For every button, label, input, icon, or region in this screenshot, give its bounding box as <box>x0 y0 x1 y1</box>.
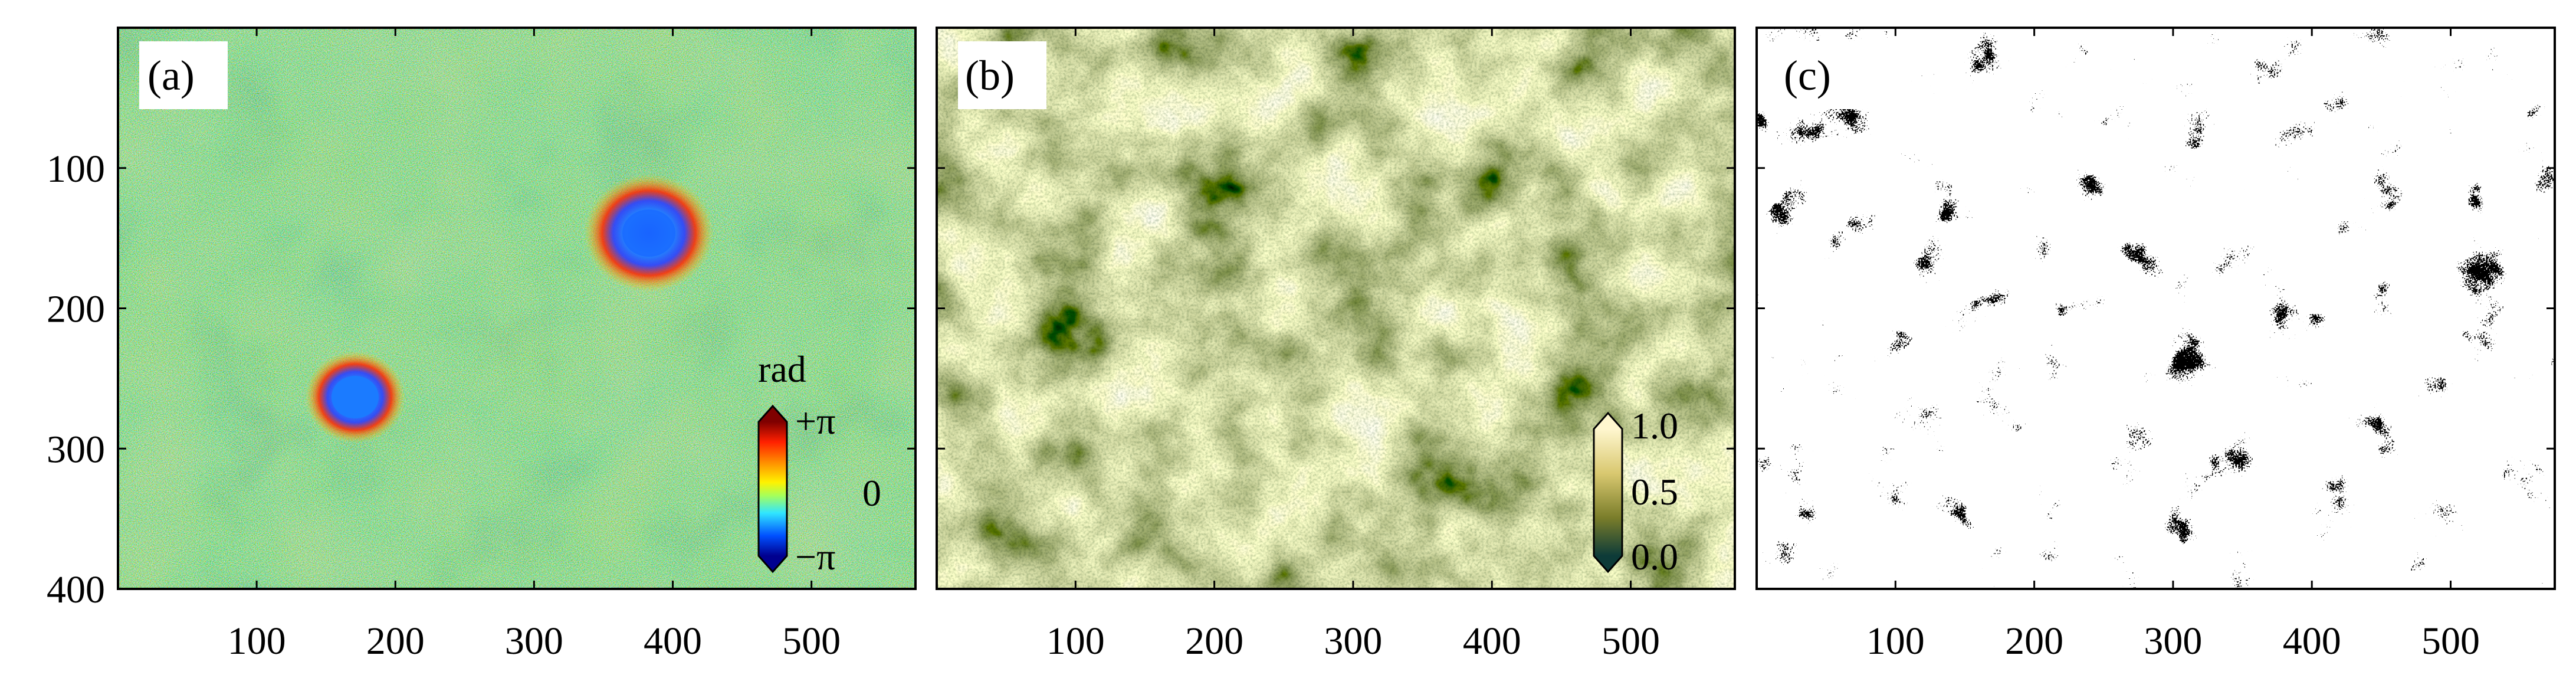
phase-image <box>118 28 915 589</box>
panel-a: (a) rad +π 0 −π <box>117 27 917 590</box>
panel-c-label: (c) <box>1784 52 1831 99</box>
colorbar-b-ramp <box>1594 429 1622 556</box>
x-tick-label: 100 <box>228 620 286 663</box>
x-tick-label: 100 <box>1866 620 1925 663</box>
x-tick-label: 500 <box>2421 620 2480 663</box>
y-tick-label: 100 <box>47 148 105 191</box>
colorbar-b: 1.0 0.5 0.0 <box>1593 405 1678 578</box>
panel-b: (b) 1.0 0.5 0.0 <box>936 27 1736 590</box>
panel-c: (c) <box>1755 27 2556 590</box>
x-tick-label: 300 <box>1324 620 1382 663</box>
x-tick-label: 500 <box>782 620 841 663</box>
x-tick-label: 400 <box>644 620 702 663</box>
x-tick-label: 200 <box>2005 620 2063 663</box>
colorbar-a: rad +π 0 −π <box>757 348 881 578</box>
colorbar-a-tick-min: −π <box>795 536 835 578</box>
axes: 100 200 300 400 500 100 200 300 400 100 200 300 400 5… <box>47 28 2555 663</box>
x-tick-label: 100 <box>1046 620 1105 663</box>
panel-a-label: (a) <box>147 52 195 99</box>
colorbar-a-tick-max: +π <box>795 400 835 442</box>
y-tick-label: 200 <box>47 288 105 331</box>
x-tick-label: 200 <box>366 620 425 663</box>
colorbar-a-tick-mid: 0 <box>862 472 881 514</box>
x-tick-label: 400 <box>2283 620 2341 663</box>
y-tick-label: 300 <box>47 428 105 471</box>
colorbar-b-tick-max: 1.0 <box>1631 405 1678 447</box>
x-tick-label: 500 <box>1602 620 1660 663</box>
colorbar-b-tick-min: 0.0 <box>1631 536 1678 578</box>
colorbar-b-tick-mid: 0.5 <box>1631 471 1678 513</box>
x-tick-label: 400 <box>1463 620 1521 663</box>
colorbar-a-ramp <box>759 422 787 556</box>
mask-image <box>1757 28 2555 589</box>
x-tick-label: 300 <box>505 620 563 663</box>
y-tick-label: 400 <box>47 568 105 611</box>
x-tick-label: 200 <box>1185 620 1243 663</box>
panel-b-label: (b) <box>965 52 1015 99</box>
x-tick-label: 300 <box>2144 620 2202 663</box>
colorbar-a-title: rad <box>758 348 806 390</box>
